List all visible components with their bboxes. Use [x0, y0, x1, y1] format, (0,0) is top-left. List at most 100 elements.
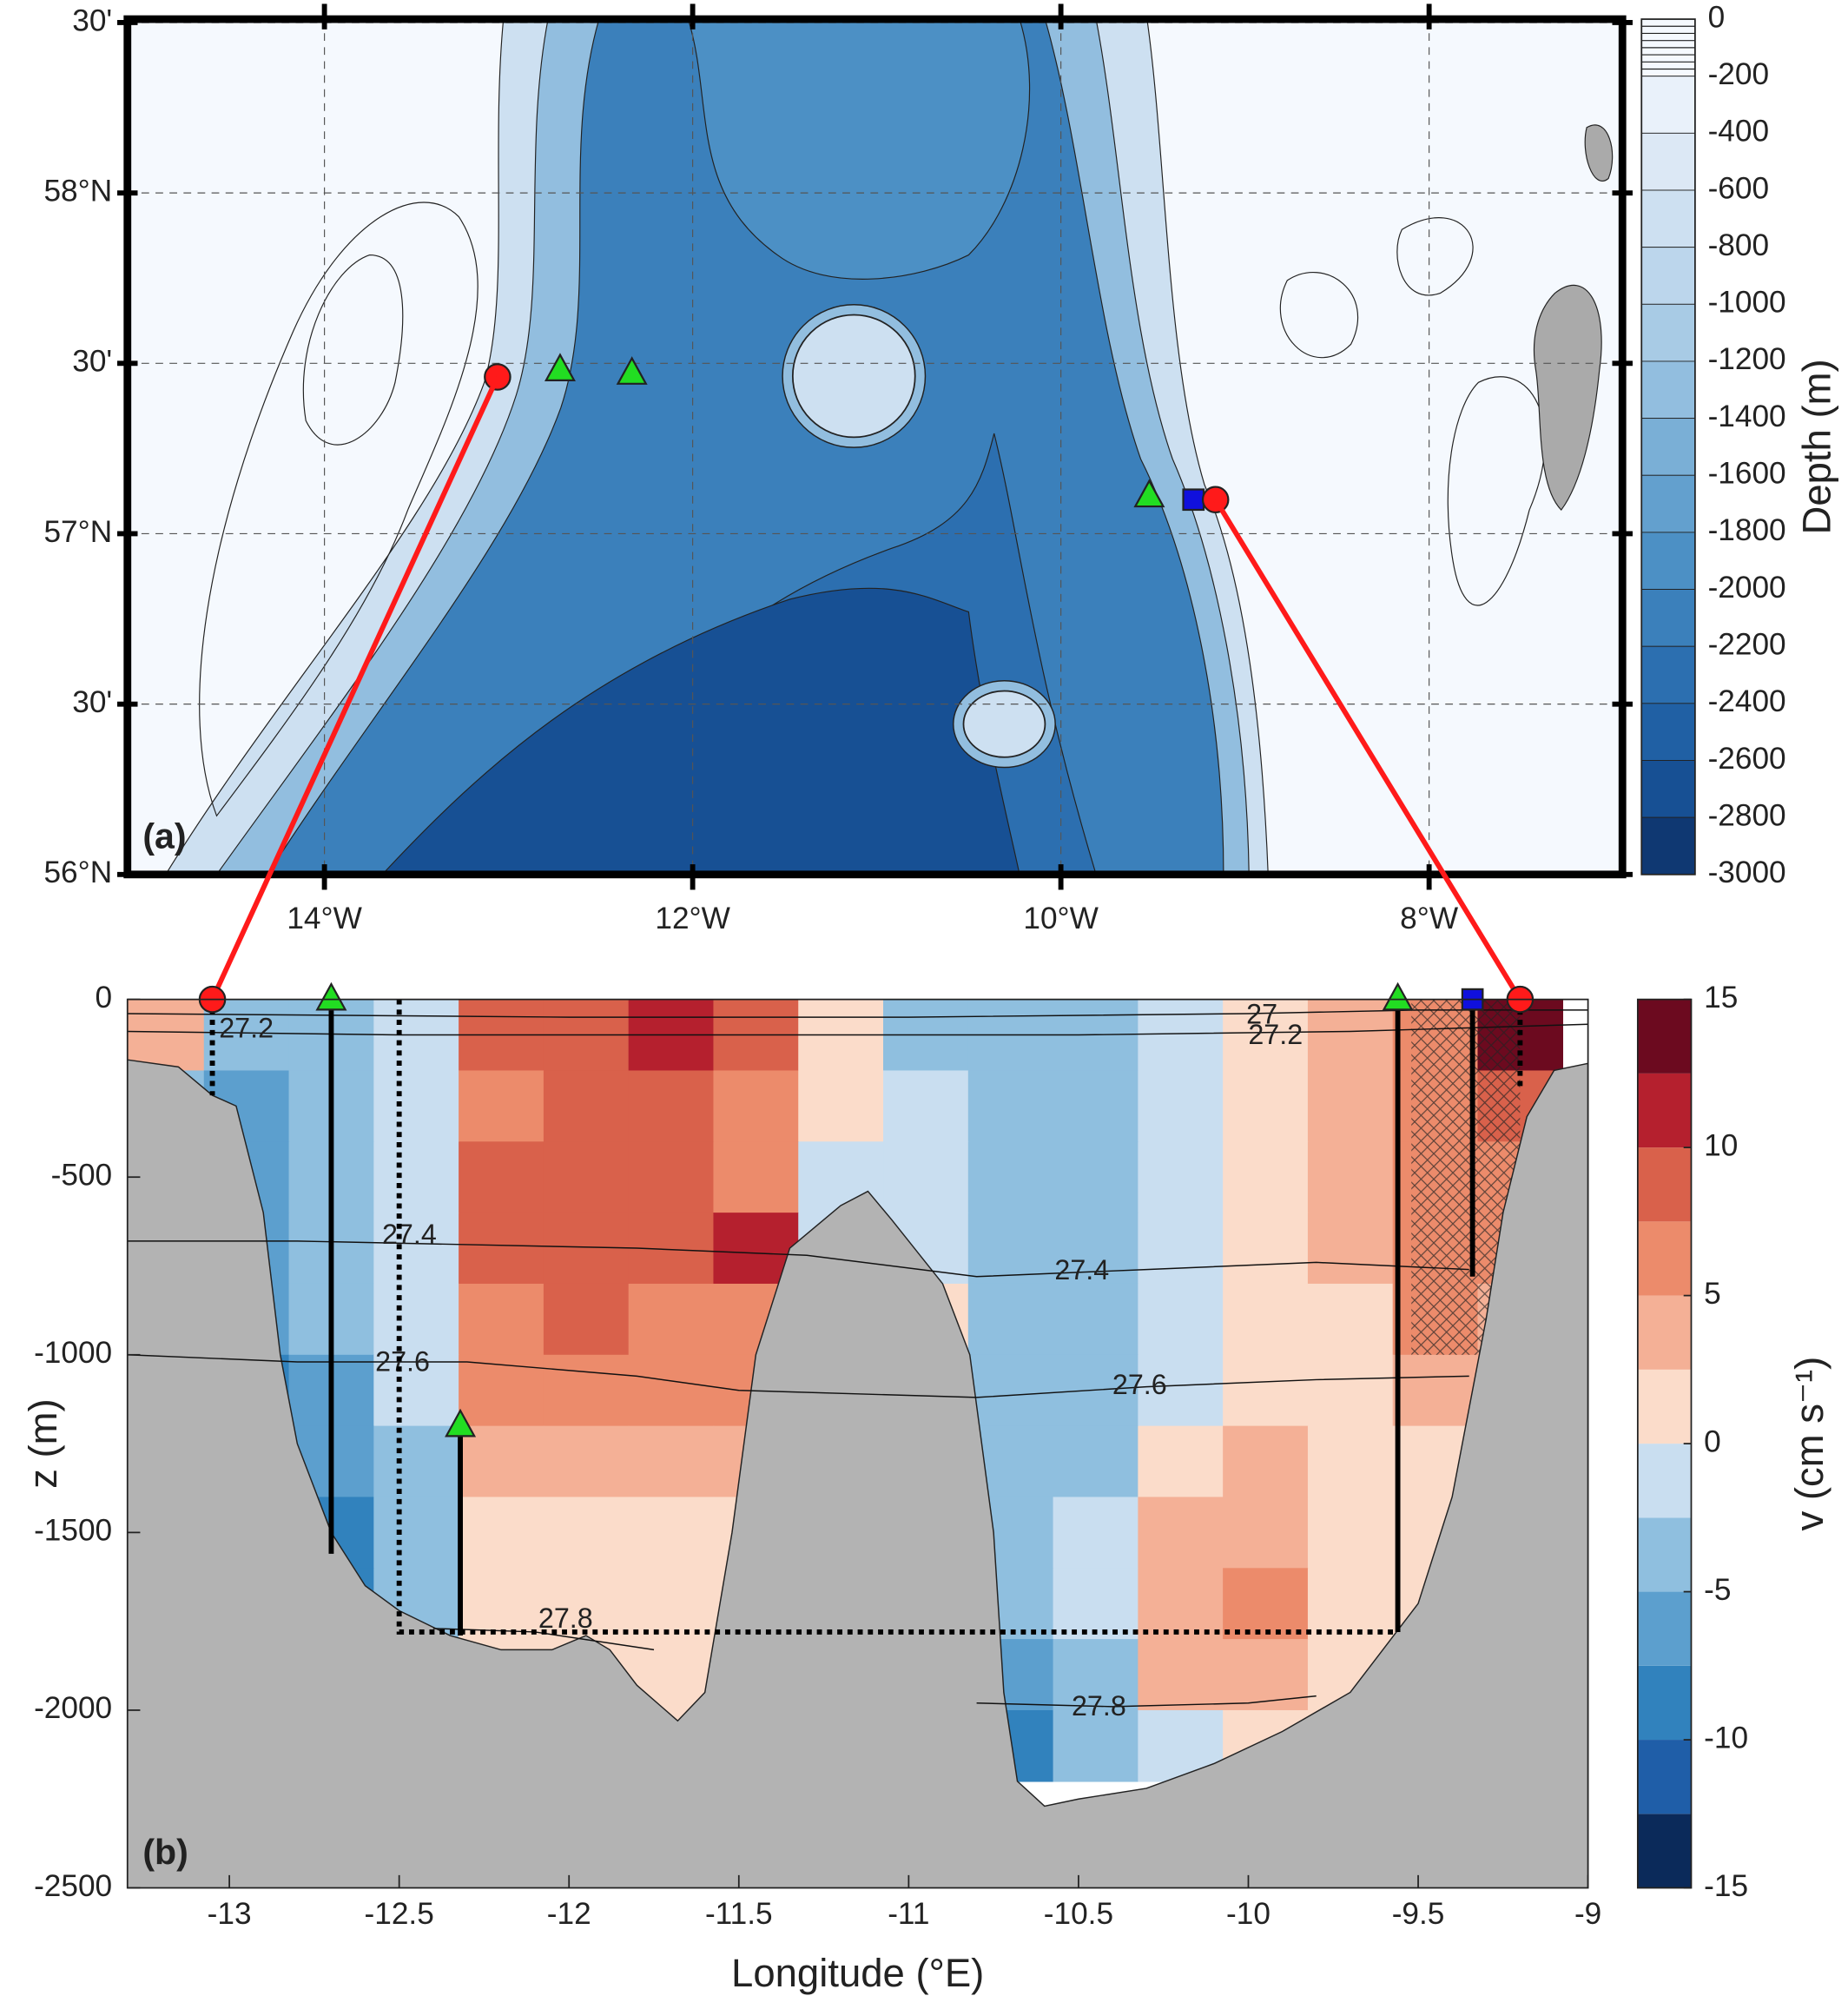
velocity-cell [1053, 1283, 1139, 1356]
colorbar-band [1640, 247, 1696, 305]
link-line [1213, 498, 1522, 1001]
velocity-cell [1307, 1213, 1394, 1285]
velocity-cell [1307, 1497, 1394, 1570]
isopycnal-label: 27.8 [1072, 1690, 1126, 1722]
velocity-cell [1053, 1354, 1139, 1427]
velocity-cell [459, 1213, 544, 1285]
velocity-cell [628, 1354, 715, 1427]
x-tick-label: -10 [1226, 1897, 1270, 1931]
velocity-cell [1053, 1070, 1139, 1143]
seamount-top [962, 690, 1046, 758]
bathymetry [127, 1059, 1588, 1888]
velocity-cell [127, 999, 205, 1072]
section-frame [126, 998, 1589, 1889]
shelf-contour [1279, 217, 1546, 606]
velocity-cell [459, 1070, 544, 1143]
marker-triangle [445, 1408, 477, 1437]
colorbar-tick-label: -1400 [1708, 400, 1786, 433]
land [1533, 124, 1614, 511]
x-tick-label: 14°W [287, 902, 362, 935]
velocity-cell [1053, 1425, 1139, 1498]
velocity-cell [459, 1354, 544, 1427]
isopycnal [127, 1009, 1588, 1018]
shelf-top [1146, 19, 1623, 875]
velocity-cell [967, 1070, 1054, 1143]
isopycnal-label: 27.2 [1248, 1019, 1303, 1050]
colorbar-band [1640, 589, 1696, 647]
x-tick-label: -11.5 [705, 1897, 773, 1931]
marker-triangle [315, 981, 347, 1011]
colorbar-band [1640, 645, 1696, 704]
colorbar-tick-label: -2000 [1708, 571, 1786, 605]
velocity-cell [628, 1283, 715, 1356]
colorbar-tick-label: -1000 [1708, 286, 1786, 320]
colorbar-tick-label: -1200 [1708, 342, 1786, 376]
velocity-cell [373, 1283, 459, 1356]
y-tick-label: 57°N [43, 515, 112, 549]
colorbar-band [1637, 1073, 1692, 1148]
x-tick-label: -10.5 [1044, 1897, 1113, 1931]
velocity-cell [798, 1070, 884, 1143]
colorbar-band [1640, 76, 1696, 134]
colorbar-tick-label: 0 [1708, 0, 1726, 34]
velocity-cell [1223, 1070, 1309, 1143]
colorbar-band [1637, 1517, 1692, 1592]
bathy-mid [687, 19, 1031, 280]
isopycnal-label: 27.2 [219, 1012, 274, 1043]
colorbar-band [1640, 360, 1696, 420]
x-tick-label: -11 [888, 1897, 929, 1931]
colorbar-band [1640, 303, 1696, 362]
bank-top [127, 19, 505, 875]
colorbar-tick-label: 5 [1704, 1277, 1721, 1311]
isopycnal-label: 27.6 [1112, 1369, 1167, 1400]
velocity-cell [713, 1141, 799, 1213]
marker-square [1182, 488, 1205, 512]
velocity-cell [1138, 1283, 1224, 1356]
velocity-cell [1223, 1425, 1309, 1498]
velocity-cell [1138, 1141, 1224, 1213]
velocity-cell [373, 1497, 459, 1570]
colorbar-band [1637, 1147, 1692, 1222]
isopycnal-label: 27.4 [382, 1219, 437, 1250]
colorbar-tick-label: -3000 [1708, 856, 1786, 889]
colorbar-band [1637, 1665, 1692, 1741]
colorbar-band [1640, 474, 1696, 533]
x-axis-label: Longitude (°E) [731, 1951, 984, 1995]
velocity-cell [1138, 999, 1224, 1072]
colorbar-band [1640, 816, 1696, 876]
x-tick-label: 12°W [655, 902, 730, 935]
colorbar-band [1637, 1295, 1692, 1370]
velocity-cell [1307, 1354, 1394, 1427]
isopycnal-label: 27.4 [1054, 1254, 1109, 1285]
velocity-cell [373, 1213, 459, 1285]
velocity-cell [1138, 1213, 1224, 1285]
velocity-cell [1053, 1141, 1139, 1213]
bank-contour [302, 254, 404, 446]
colorbar-band [1637, 1444, 1692, 1518]
colorbar-label: v (cm s⁻¹) [1787, 1357, 1832, 1531]
y-tick-label: 30' [72, 345, 112, 379]
colorbar-tick-label: -2400 [1708, 684, 1786, 718]
velocity-cell [1223, 1213, 1309, 1285]
velocity-cell [459, 1141, 544, 1213]
y-tick-label: 56°N [43, 856, 112, 889]
marker-triangle [1133, 479, 1165, 508]
dotted-line [396, 999, 1398, 1635]
velocity-cell [543, 1354, 630, 1427]
isopycnal [976, 1695, 1317, 1708]
colorbar-tick-label: -5 [1704, 1573, 1731, 1607]
velocity-cell [883, 1070, 969, 1143]
colorbar-band [1640, 760, 1696, 818]
velocity-cell [459, 1283, 544, 1356]
y-tick-label: -500 [51, 1159, 113, 1193]
velocity-cell [628, 1141, 715, 1213]
colorbar-tick-label: -10 [1704, 1721, 1748, 1755]
colorbar-tick-label: -1800 [1708, 513, 1786, 547]
bank-contour [199, 202, 478, 817]
colorbar-band [1640, 132, 1696, 191]
velocity-cell [1392, 1354, 1479, 1427]
x-tick-label: -13 [208, 1897, 252, 1931]
velocity-cell [713, 1070, 799, 1143]
